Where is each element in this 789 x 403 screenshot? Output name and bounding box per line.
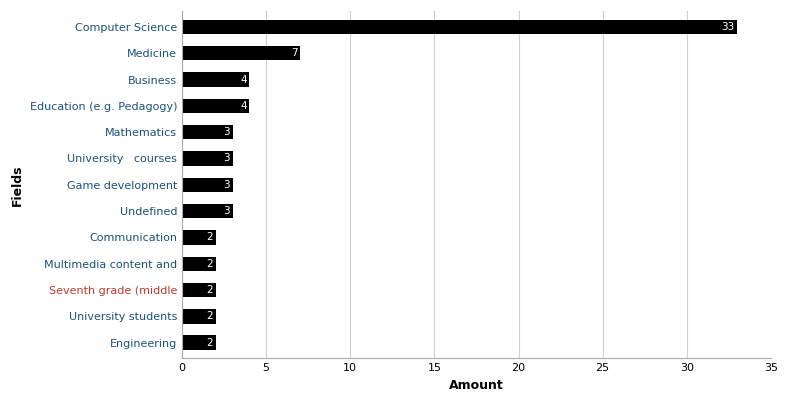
Text: 2: 2 [207,338,213,348]
X-axis label: Amount: Amount [449,379,504,392]
Text: 7: 7 [290,48,297,58]
Bar [182,283,215,297]
Text: 3: 3 [223,154,230,164]
Bar [182,309,215,324]
Text: 4: 4 [240,75,247,85]
Text: 2: 2 [207,285,213,295]
Text: 3: 3 [223,180,230,190]
Bar [182,204,233,218]
Bar [182,151,233,166]
Bar [182,99,249,113]
Bar [182,125,233,139]
Text: 3: 3 [223,127,230,137]
Bar [182,72,249,87]
Text: 2: 2 [207,259,213,269]
Text: 2: 2 [207,233,213,243]
Bar [182,178,233,192]
Text: 4: 4 [240,101,247,111]
Bar [182,256,215,271]
Bar [182,230,215,245]
Y-axis label: Fields: Fields [11,164,24,206]
Bar [182,335,215,350]
Bar [182,46,300,60]
Text: 33: 33 [721,22,735,32]
Bar [182,20,737,34]
Text: 3: 3 [223,206,230,216]
Text: 2: 2 [207,312,213,321]
